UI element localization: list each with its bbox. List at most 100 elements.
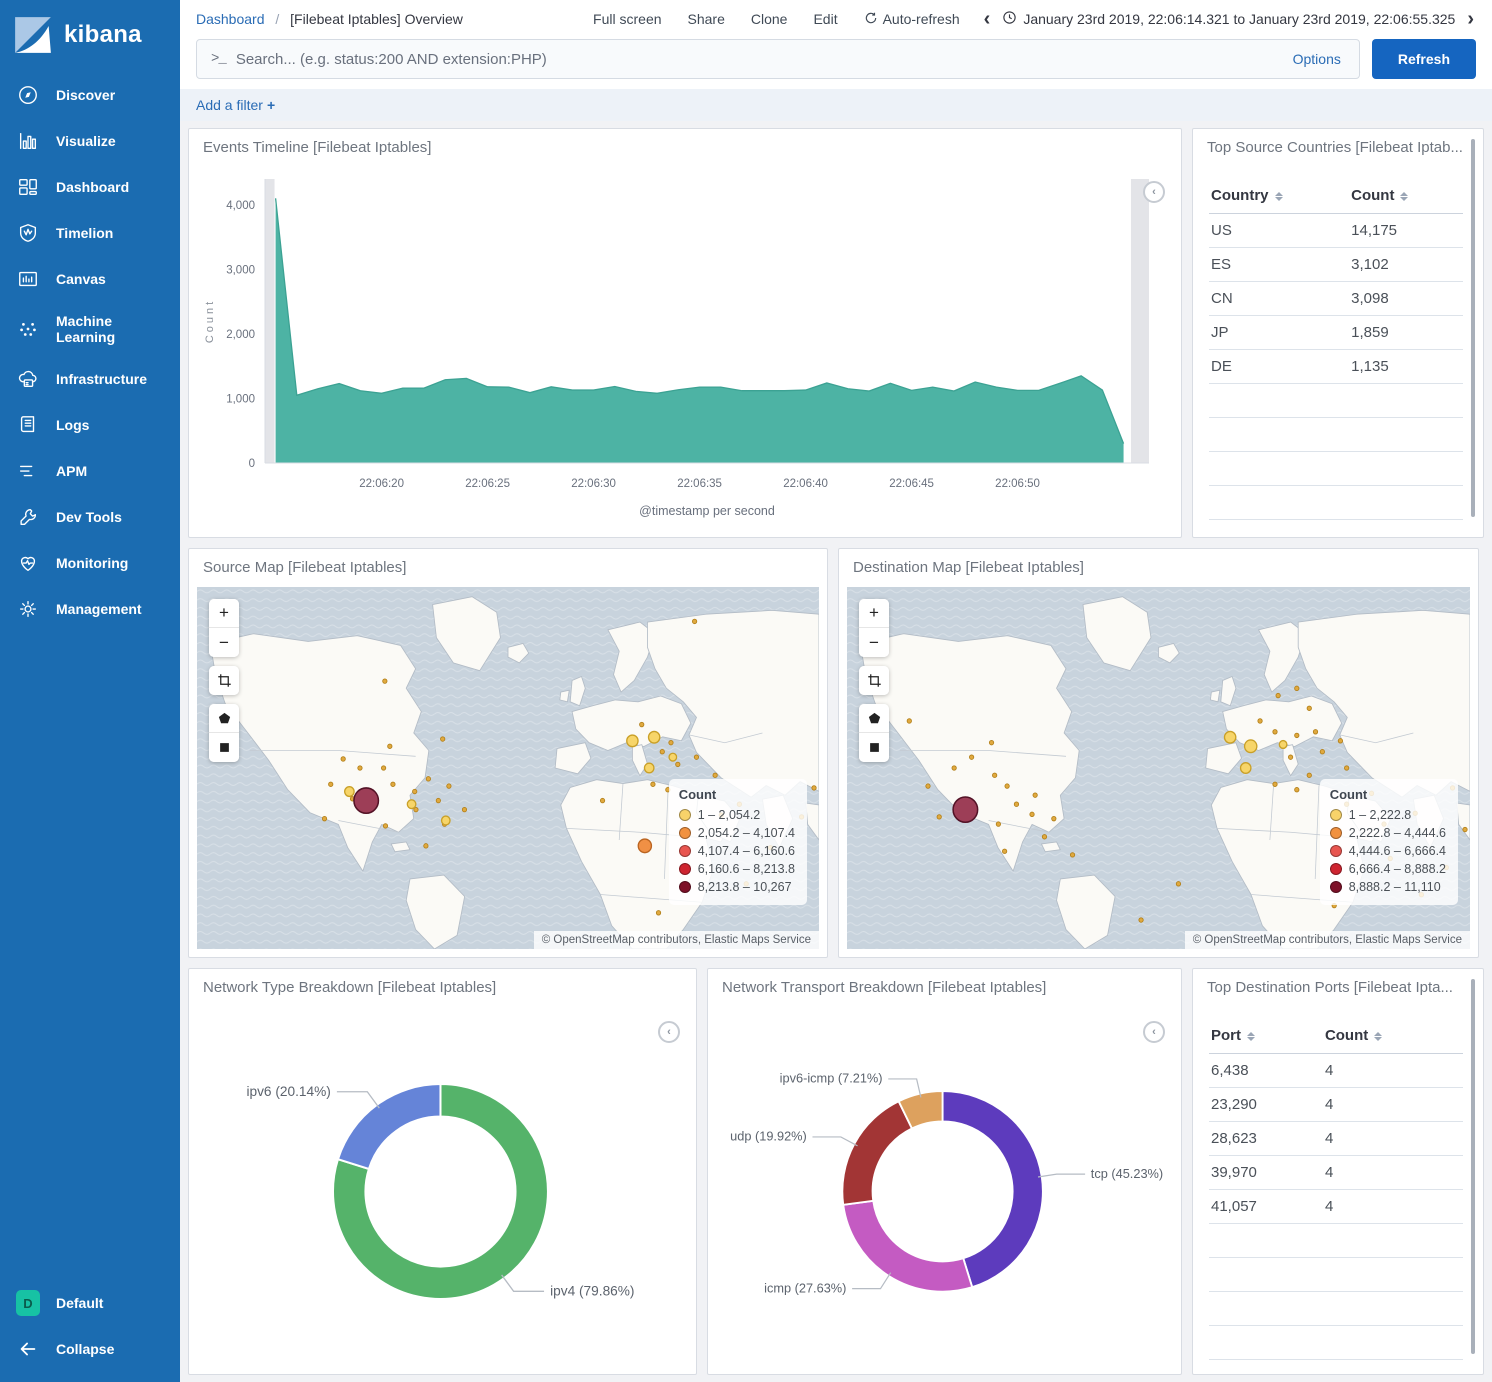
column-header-count[interactable]: Count: [1349, 177, 1463, 214]
column-header-port[interactable]: Port: [1209, 1017, 1323, 1054]
legend-bucket-dot: [1329, 881, 1342, 893]
sidebar-item-timelion[interactable]: Timelion: [0, 210, 180, 256]
svg-text:4,000: 4,000: [226, 200, 255, 212]
table-row[interactable]: 23,290 4: [1209, 1087, 1463, 1122]
menu-clone[interactable]: Clone: [750, 11, 788, 27]
map-rectangle-button[interactable]: [209, 733, 239, 762]
search-input[interactable]: [235, 50, 1283, 68]
legend-bucket-dot: [678, 827, 691, 839]
map-zoom-in-button[interactable]: +: [209, 599, 239, 628]
destination-ports-table: Port Count 6,438 4 23,290 4 28,623 4 39,970 4 41,0…: [1209, 1017, 1463, 1360]
world-map[interactable]: [197, 587, 819, 949]
legend-bucket-dot: [678, 845, 691, 857]
panel-title: Network Transport Breakdown [Filebeat Ip…: [722, 979, 1047, 996]
donut-slice-ipv4: [331, 1083, 549, 1300]
table-scrollbar[interactable]: [1471, 139, 1475, 517]
map-zoom-in-button[interactable]: +: [859, 599, 889, 628]
table-row-empty: [1209, 1325, 1463, 1360]
legend-collapse-icon[interactable]: ‹: [1143, 1021, 1165, 1043]
sidebar-nav: Discover Visualize Dashboard Timelion Canvas…: [0, 72, 180, 632]
sidebar-item-default-space[interactable]: D Default: [0, 1280, 180, 1326]
options-link[interactable]: Options: [1292, 51, 1341, 67]
refresh-button[interactable]: Refresh: [1371, 39, 1476, 79]
dashboard-icon: [16, 175, 40, 199]
sidebar-item-dashboard[interactable]: Dashboard: [0, 164, 180, 210]
breadcrumb: Dashboard / [Filebeat Iptables] Overview: [196, 11, 463, 27]
sidebar-item-logs[interactable]: Logs: [0, 402, 180, 448]
map-attribution: © OpenStreetMap contributors, Elastic Ma…: [533, 931, 819, 949]
map-legend: Count 1 – 2,222.8 2,222.8 – 4,444.6 4,444.6…: [1319, 779, 1458, 905]
table-row[interactable]: 6,438 4: [1209, 1053, 1463, 1088]
legend-collapse-icon[interactable]: ‹: [658, 1021, 680, 1043]
y-axis-title: Count: [204, 299, 216, 343]
network-type-donut[interactable]: ipv4 (79.86%) ipv6 (20.14%): [189, 1005, 696, 1374]
svg-text:22:06:50: 22:06:50: [995, 478, 1040, 490]
map-rectangle-button[interactable]: [859, 733, 889, 762]
dashboard-grid: Events Timeline [Filebeat Iptables] ‹ 0 1…: [180, 121, 1492, 1382]
map-zoom-out-button[interactable]: −: [209, 628, 239, 657]
donut-label-ipv6: ipv6 (20.14%): [246, 1084, 330, 1099]
panel-network-type: Network Type Breakdown [Filebeat Iptable…: [188, 968, 697, 1375]
add-filter-button[interactable]: Add a filter +: [196, 97, 276, 113]
timelion-icon: [16, 221, 40, 245]
sidebar-item-infrastructure[interactable]: Infrastructure: [0, 356, 180, 402]
main-area: Dashboard / [Filebeat Iptables] Overview…: [180, 0, 1492, 1382]
sidebar-item-discover[interactable]: Discover: [0, 72, 180, 118]
sidebar-item-management[interactable]: Management: [0, 586, 180, 632]
sidebar-item-machine-learning[interactable]: Machine Learning: [0, 302, 180, 356]
destination-map[interactable]: + − Count 1 – 2,222.8 2,222.8 – 4,444.6 4,444…: [847, 587, 1470, 949]
map-polygon-button[interactable]: [859, 704, 889, 733]
map-crop-button[interactable]: [859, 666, 889, 695]
sort-icon: [1374, 1031, 1383, 1041]
column-header-count[interactable]: Count: [1322, 1017, 1463, 1054]
panel-title: Top Destination Ports [Filebeat Ipta...: [1207, 979, 1453, 996]
sidebar-item-visualize[interactable]: Visualize: [0, 118, 180, 164]
map-zoom-out-button[interactable]: −: [859, 628, 889, 657]
map-crop-button[interactable]: [209, 666, 239, 695]
table-scrollbar[interactable]: [1471, 979, 1475, 1354]
map-polygon-button[interactable]: [209, 704, 239, 733]
panel-title: Source Map [Filebeat Iptables]: [203, 559, 407, 576]
table-row[interactable]: DE 1,135: [1209, 349, 1463, 384]
sidebar-collapse-button[interactable]: Collapse: [0, 1326, 180, 1372]
menu-edit[interactable]: Edit: [813, 11, 838, 27]
x-axis-title: @timestamp per second: [639, 504, 775, 518]
events-timeline-chart[interactable]: 0 1,000 2,000 3,000 4,000 22:06:20 22:06:25 22:…: [197, 165, 1175, 533]
svg-text:3,000: 3,000: [226, 264, 255, 276]
legend-bucket-dot: [1329, 845, 1342, 857]
table-row[interactable]: 28,623 4: [1209, 1121, 1463, 1156]
menu-share[interactable]: Share: [687, 11, 725, 27]
donut-slice-tcp: [941, 1090, 1044, 1289]
sidebar-item-canvas[interactable]: Canvas: [0, 256, 180, 302]
time-range-picker[interactable]: January 23rd 2019, 22:06:14.321 to Janua…: [1002, 10, 1455, 28]
legend-collapse-icon[interactable]: ‹: [1143, 181, 1165, 203]
table-row[interactable]: ES 3,102: [1209, 247, 1463, 282]
table-row[interactable]: 41,057 4: [1209, 1189, 1463, 1224]
kibana-logo[interactable]: kibana: [0, 0, 180, 72]
refresh-cycle-icon: [864, 11, 878, 28]
breadcrumb-dashboard-link[interactable]: Dashboard: [196, 11, 265, 27]
source-map[interactable]: + − Count 1 – 2,054.2 2,054.2 – 4,107.4 4,107…: [197, 587, 819, 949]
table-row[interactable]: CN 3,098: [1209, 281, 1463, 316]
sidebar-item-dev-tools[interactable]: Dev Tools: [0, 494, 180, 540]
time-next-button[interactable]: ›: [1467, 8, 1474, 30]
sidebar-item-apm[interactable]: APM: [0, 448, 180, 494]
panel-top-source-countries: Top Source Countries [Filebeat Iptab... …: [1192, 128, 1484, 538]
network-transport-donut[interactable]: tcp (45.23%) icmp (27.63%) udp (19.92%) ipv…: [708, 1005, 1181, 1374]
map-legend: Count 1 – 2,054.2 2,054.2 – 4,107.4 4,107.4…: [668, 779, 807, 905]
menu-full-screen[interactable]: Full screen: [593, 11, 662, 27]
table-row[interactable]: JP 1,859: [1209, 315, 1463, 350]
column-header-country[interactable]: Country: [1209, 177, 1350, 214]
table-row[interactable]: 39,970 4: [1209, 1155, 1463, 1190]
sidebar-item-monitoring[interactable]: Monitoring: [0, 540, 180, 586]
time-prev-button[interactable]: ‹: [983, 8, 991, 30]
sort-icon: [1400, 191, 1409, 201]
donut-label-ipv4: ipv4 (79.86%): [550, 1283, 634, 1298]
sidebar: kibana Discover Visualize Dashboard Timelio…: [0, 0, 180, 1382]
panel-title: Destination Map [Filebeat Iptables]: [853, 559, 1084, 576]
svg-text:22:06:40: 22:06:40: [783, 478, 828, 490]
auto-refresh-button[interactable]: Auto-refresh: [864, 11, 960, 28]
table-row-empty: [1209, 383, 1463, 418]
table-row[interactable]: US 14,175: [1209, 213, 1463, 248]
donut-label-tcp: tcp (45.23%): [1091, 1166, 1163, 1181]
